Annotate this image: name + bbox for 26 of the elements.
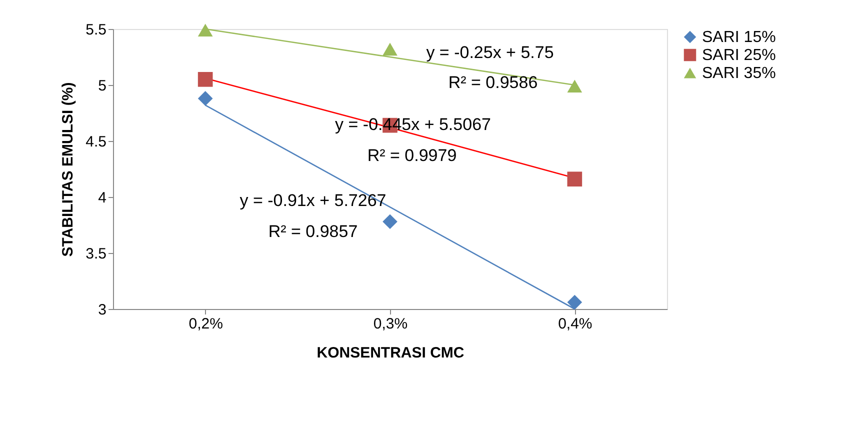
point <box>382 42 398 56</box>
legend-label: SARI 25% <box>702 47 776 64</box>
y-tick-label: 5 <box>98 78 106 94</box>
annotation: R² = 0.9857 <box>268 222 358 241</box>
y-tick-label: 3.5 <box>86 246 106 262</box>
y-tick-label: 5.5 <box>86 22 106 38</box>
x-axis-title: KONSENTRASI CMC <box>316 344 464 362</box>
y-axis-title: STABILITAS EMULSI (%) <box>60 82 77 257</box>
point <box>567 294 582 310</box>
x-tick-label: 0,3% <box>373 316 408 332</box>
y-tick-label: 4 <box>98 190 106 206</box>
annotation: y = -0.25x + 5.75 <box>426 43 554 62</box>
point <box>198 24 213 37</box>
legend-label: SARI 15% <box>702 29 776 46</box>
point <box>198 91 213 106</box>
legend-label: SARI 35% <box>702 65 776 82</box>
y-tick-label: 4.5 <box>86 134 106 150</box>
point <box>382 214 398 230</box>
x-tick-label: 0,2% <box>188 316 223 332</box>
point <box>567 172 582 186</box>
annotation: R² = 0.9979 <box>367 146 457 165</box>
point <box>198 72 213 87</box>
y-tick-label: 3 <box>98 302 106 318</box>
x-tick-label: 0,4% <box>558 316 592 332</box>
annotation: R² = 0.9586 <box>448 73 538 92</box>
point <box>567 80 582 93</box>
